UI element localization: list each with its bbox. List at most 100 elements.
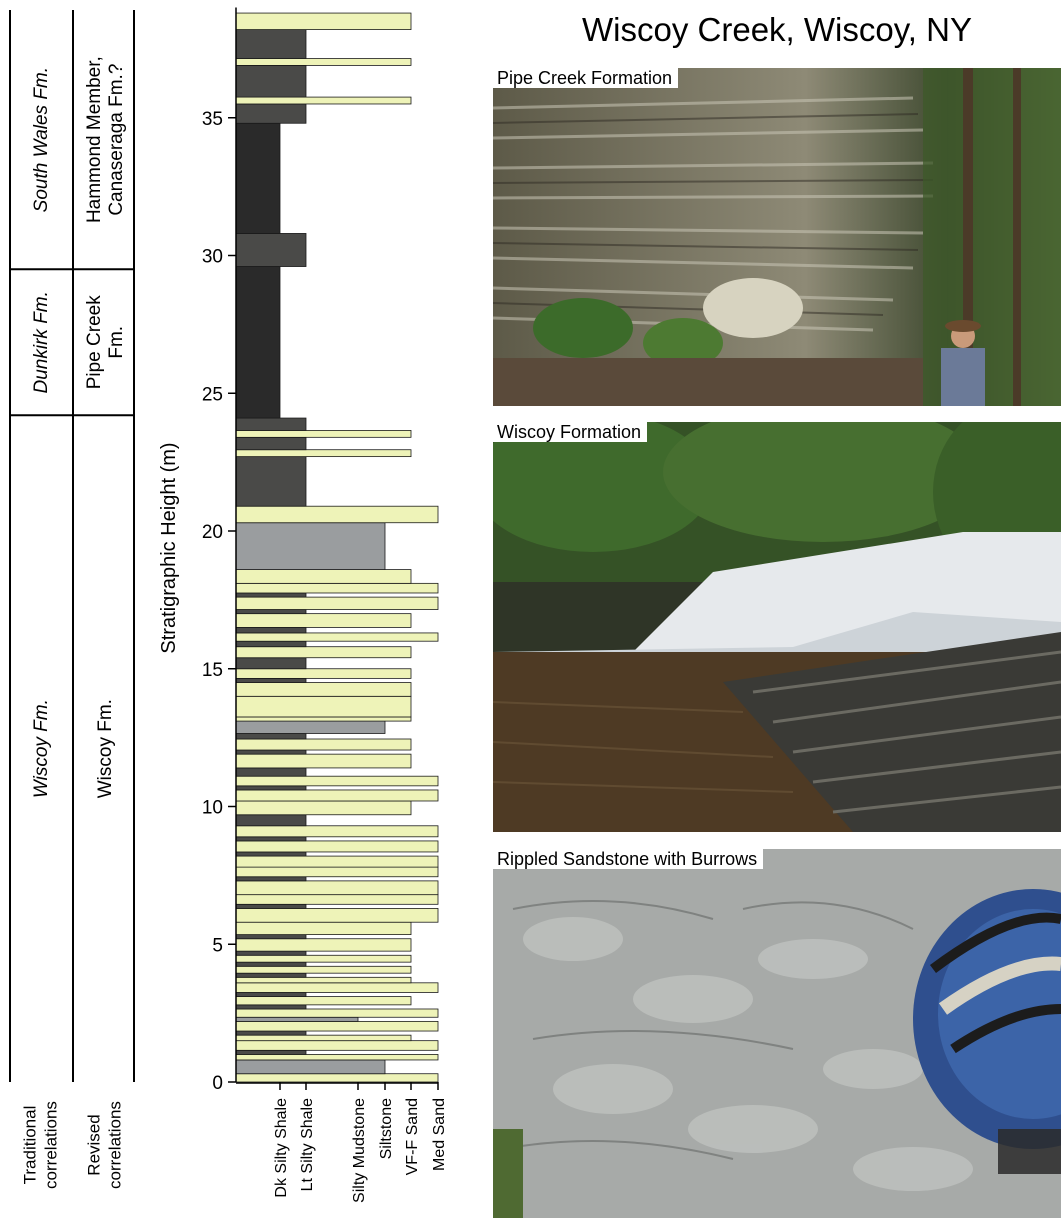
figure-title: Wiscoy Creek, Wiscoy, NY (582, 11, 972, 48)
bed-24 (235, 903, 307, 909)
bed-62 (235, 505, 439, 524)
bed-75 (235, 29, 307, 59)
bed-63 (235, 456, 307, 507)
y-axis: 0 5 10 15 20 25 30 35 Stratigraphic Height (m) (158, 7, 237, 1094)
bed-13 (235, 982, 439, 993)
bed-55 (235, 613, 412, 628)
revised-unit-2: Wiscoy Fm. (95, 699, 116, 798)
bed-30 (235, 851, 307, 857)
bed-71 (235, 103, 307, 124)
y-tick-label-3: 15 (202, 660, 223, 681)
bed-35 (235, 800, 412, 816)
photo-label-wiscoy: Wiscoy Formation (493, 422, 648, 442)
bed-69 (235, 233, 307, 267)
bed-42 (235, 738, 412, 751)
grain-size-label-2: Silty Mudstone (351, 1098, 368, 1203)
traditional-correlations-label-line-0: Traditional (21, 1106, 40, 1185)
bed-17 (235, 961, 307, 967)
bed-14 (235, 976, 412, 984)
bed-21 (235, 934, 307, 940)
correlation-columns: South Wales Fm. Dunkirk Fm. Wiscoy Fm. Hamm… (9, 10, 135, 1189)
bed-56 (235, 609, 307, 615)
bed-51 (235, 646, 412, 659)
revised-unit-0-line-1: Canaseraga Fm.? (106, 64, 127, 216)
bed-1 (235, 1059, 386, 1075)
y-tick-label-5: 25 (202, 384, 223, 405)
bed-33 (235, 825, 439, 838)
revised-unit-1-line-1: Fm. (106, 326, 127, 359)
grain-size-label-0: Dk Silty Shale (273, 1098, 290, 1198)
y-tick-label-4: 20 (202, 522, 223, 543)
bed-34 (235, 814, 307, 827)
bed-72 (235, 96, 412, 105)
bed-50 (235, 657, 307, 670)
revised-correlations-label: Revised correlations (85, 1101, 125, 1189)
bed-27 (235, 876, 307, 882)
grain-size-label-1: Lt Silty Shale (299, 1098, 316, 1191)
y-tick-label-0: 0 (212, 1073, 223, 1094)
photo-rippled-sandstone (493, 849, 1061, 1218)
bed-19 (235, 950, 307, 956)
bed-41 (235, 749, 307, 755)
bed-3 (235, 1049, 307, 1055)
bed-2 (235, 1054, 439, 1061)
bed-67 (235, 417, 307, 431)
bed-16 (235, 965, 412, 974)
bed-37 (235, 785, 307, 791)
bed-54 (235, 627, 307, 634)
bed-32 (235, 836, 307, 842)
revised-unit-2-line-0: Wiscoy Fm. (95, 699, 116, 798)
traditional-unit-0: South Wales Fm. (31, 67, 52, 212)
grain-size-axis: Dk Silty Shale Lt Silty Shale Silty Mudsto… (236, 1082, 448, 1203)
bed-15 (235, 972, 307, 978)
bed-23 (235, 908, 439, 923)
grain-size-label-3: Siltstone (378, 1098, 395, 1159)
revised-unit-0-line-0: Hammond Member, (84, 56, 105, 223)
bed-5 (235, 1034, 412, 1042)
bed-53 (235, 632, 439, 642)
bed-12 (235, 992, 307, 997)
bed-0 (235, 1073, 439, 1083)
bed-49 (235, 668, 412, 679)
bed-73 (235, 65, 307, 98)
revised-correlations-label-line-1: correlations (106, 1101, 125, 1189)
bed-61 (235, 522, 386, 570)
revised-correlations-label-line-0: Revised (85, 1114, 104, 1175)
bed-64 (235, 449, 412, 458)
bed-47 (235, 682, 412, 697)
bed-7 (235, 1020, 439, 1032)
revised-unit-1-line-0: Pipe Creek (84, 295, 105, 389)
bed-29 (235, 855, 439, 868)
bed-60 (235, 569, 412, 584)
y-tick-label-6: 30 (202, 247, 223, 268)
bed-52 (235, 640, 307, 648)
photo-pipe-creek-outcrop (493, 68, 1061, 406)
bed-68 (235, 266, 281, 419)
bed-11 (235, 996, 412, 1006)
bed-65 (235, 436, 307, 451)
bed-20 (235, 938, 412, 952)
bed-38 (235, 775, 439, 787)
bed-57 (235, 596, 439, 610)
traditional-correlations-label-line-1: correlations (42, 1101, 61, 1189)
grain-size-label-4: VF-F Sand (404, 1098, 421, 1175)
traditional-correlations-label: Traditional correlations (21, 1101, 61, 1189)
photo-label-rippled-sandstone: Rippled Sandstone with Burrows (493, 849, 764, 869)
bed-45 (235, 716, 412, 722)
bed-46 (235, 695, 412, 718)
bed-28 (235, 866, 439, 878)
y-tick-label-2: 10 (202, 798, 223, 819)
bed-70 (235, 122, 281, 234)
bed-18 (235, 954, 412, 963)
traditional-unit-2: Wiscoy Fm. (31, 699, 52, 798)
grain-size-label-5: Med Sand (431, 1098, 448, 1171)
revised-unit-1: Pipe Creek Fm. (84, 295, 127, 389)
bed-6 (235, 1030, 307, 1036)
bed-25 (235, 894, 439, 905)
bed-9 (235, 1008, 439, 1018)
bed-58 (235, 592, 307, 598)
bed-76 (235, 12, 412, 30)
bed-22 (235, 921, 412, 936)
bed-36 (235, 789, 439, 802)
